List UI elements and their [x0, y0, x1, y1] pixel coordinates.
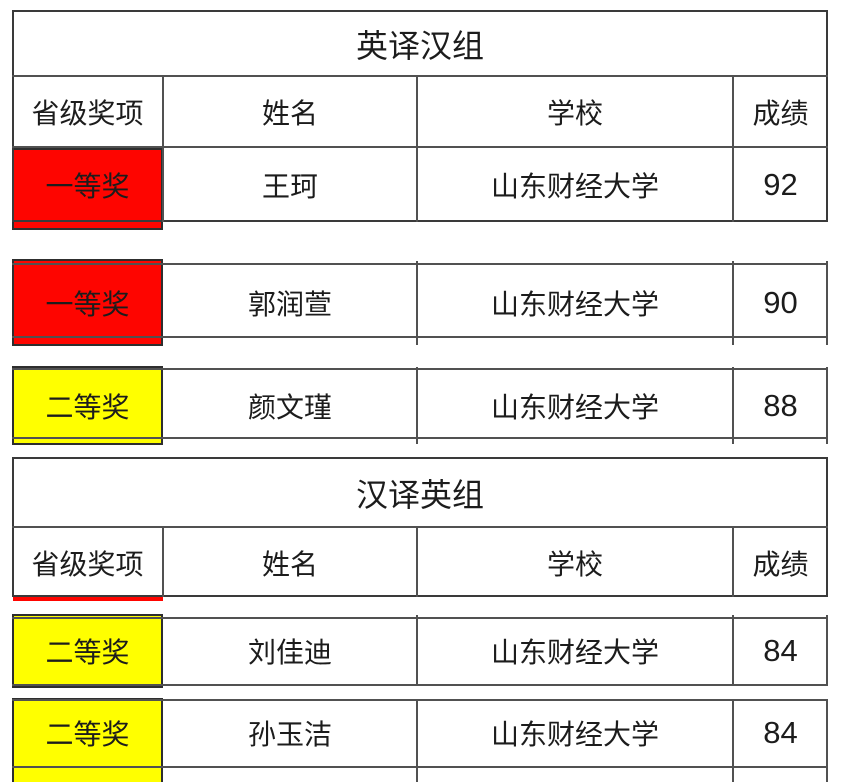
grid-line-h [12, 75, 828, 77]
name-cell: 王珂 [261, 171, 318, 202]
grid-line-v [826, 261, 828, 345]
award-cell: 二等奖 [45, 719, 130, 750]
grid-line-v [416, 528, 418, 597]
school-cell: 山东财经大学 [490, 171, 659, 202]
grid-line-h [12, 766, 828, 768]
grid-line-h [12, 263, 828, 265]
score-cell: 90 [763, 284, 798, 320]
award-cell: 二等奖 [45, 637, 130, 668]
score-cell: 84 [763, 633, 798, 668]
award-cell: 二等奖 [45, 391, 130, 423]
red-fill-fragment [13, 597, 163, 601]
grid-line-v [826, 367, 828, 444]
grid-line-v [416, 699, 418, 782]
school-cell: 山东财经大学 [490, 719, 659, 750]
table-title: 英译汉组 [355, 27, 484, 64]
header-cell-award: 省级奖项 [31, 97, 144, 129]
header-cell-name: 姓名 [261, 97, 318, 129]
grid-line-v [416, 261, 418, 345]
award-cell: 一等奖 [45, 288, 130, 320]
header-cell-school: 学校 [546, 97, 603, 129]
second-prize-cell-fill [12, 614, 163, 688]
score-cell: 92 [763, 167, 798, 202]
grid-line-h [12, 146, 828, 148]
school-cell: 山东财经大学 [490, 637, 659, 668]
grid-line-v [732, 367, 734, 444]
grid-line-v [826, 615, 828, 686]
grid-line-h [12, 437, 828, 439]
grid-line-v [416, 367, 418, 444]
grid-line-v [732, 615, 734, 686]
header-cell-name: 姓名 [261, 548, 318, 580]
header-cell-school: 学校 [546, 548, 603, 580]
school-cell: 山东财经大学 [490, 288, 659, 320]
grid-line-h [12, 684, 828, 686]
first-prize-cell-fill [12, 148, 163, 230]
grid-line-h [12, 699, 828, 701]
grid-line-h [12, 617, 828, 619]
score-cell: 88 [763, 387, 798, 423]
grid-line-v [162, 528, 164, 597]
grid-line-v [732, 528, 734, 597]
grid-line-h [12, 526, 828, 528]
name-cell: 郭润萱 [247, 288, 332, 320]
grid-line-h [12, 336, 828, 338]
grid-line-v [826, 699, 828, 782]
name-cell: 颜文瑾 [247, 391, 332, 423]
award-cell: 一等奖 [45, 171, 130, 202]
grid-line-v [732, 77, 734, 222]
header-cell-award: 省级奖项 [31, 548, 144, 580]
grid-line-v [732, 699, 734, 782]
score-cell: 84 [763, 715, 798, 750]
second-prize-cell-fill [12, 366, 163, 445]
first-prize-cell-fill [12, 259, 163, 346]
table-outline [12, 10, 828, 222]
school-cell: 山东财经大学 [490, 391, 659, 423]
grid-line-v [162, 77, 164, 222]
header-cell-score: 成绩 [752, 548, 809, 580]
table-title: 汉译英组 [355, 476, 484, 513]
grid-line-v [416, 77, 418, 222]
header-cell-score: 成绩 [752, 97, 809, 129]
grid-line-h [12, 368, 828, 370]
grid-line-v [416, 615, 418, 686]
name-cell: 刘佳迪 [247, 637, 332, 668]
grid-line-v [732, 261, 734, 345]
name-cell: 孙玉洁 [247, 719, 332, 750]
